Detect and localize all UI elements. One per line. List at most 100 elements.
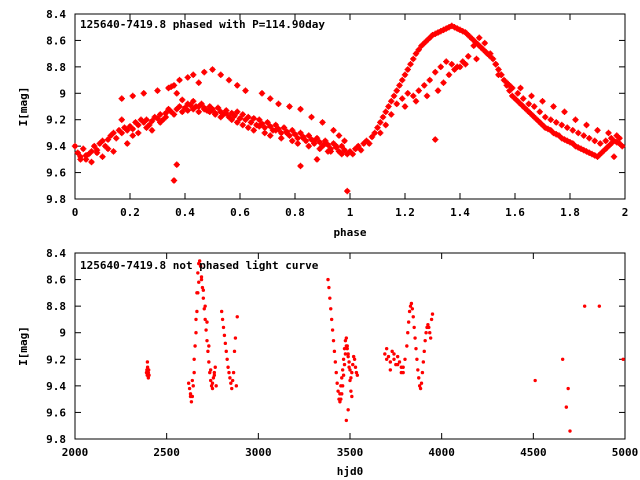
data-point (193, 344, 197, 348)
data-point (289, 127, 296, 134)
data-point (173, 161, 180, 168)
data-point (399, 76, 406, 84)
data-point (239, 121, 246, 129)
data-point (225, 76, 233, 84)
data-point (250, 127, 257, 134)
data-point (74, 149, 81, 156)
data-point (242, 87, 249, 94)
data-point (99, 137, 106, 145)
data-point (330, 127, 337, 134)
data-point (407, 61, 414, 68)
data-point (621, 357, 625, 361)
data-point (207, 360, 211, 364)
data-point (146, 376, 151, 380)
data-point (212, 373, 217, 377)
data-point (206, 108, 213, 115)
y-tick-label: 9.4 (46, 140, 66, 153)
data-point (104, 145, 112, 152)
data-point (561, 108, 568, 115)
data-point (473, 55, 480, 63)
data-point (188, 394, 193, 399)
data-point (280, 124, 288, 131)
data-point (422, 349, 426, 354)
data-point (388, 360, 393, 364)
data-point (327, 285, 331, 290)
data-point (204, 328, 208, 332)
data-point (406, 331, 410, 335)
data-point (564, 405, 569, 409)
data-point (591, 137, 598, 145)
data-point (417, 384, 422, 388)
x-tick-label: 1.4 (450, 206, 470, 219)
data-point (371, 129, 378, 137)
data-point (440, 79, 447, 86)
data-point (328, 296, 332, 300)
data-point (514, 90, 521, 97)
data-point (412, 50, 420, 57)
data-point (333, 142, 340, 150)
x-tick-label: 4500 (520, 446, 547, 459)
data-point (401, 71, 409, 78)
data-point (220, 317, 225, 322)
data-point (351, 362, 355, 367)
x-tick-label: 0.2 (120, 206, 140, 219)
data-point (184, 107, 191, 114)
data-point (568, 429, 572, 433)
data-point (481, 39, 488, 47)
data-point (413, 336, 417, 340)
data-point (219, 309, 224, 314)
data-point (338, 392, 342, 396)
data-point (118, 116, 125, 123)
data-point (197, 280, 201, 284)
data-point (404, 90, 411, 97)
data-point (147, 373, 151, 377)
x-tick-label: 2500 (153, 446, 180, 459)
data-point (384, 346, 389, 351)
data-point (608, 135, 615, 142)
data-point (135, 121, 142, 129)
data-point (217, 71, 224, 78)
data-point (110, 148, 117, 155)
data-point (91, 142, 98, 150)
data-point (190, 71, 197, 78)
data-point (157, 119, 164, 126)
data-point (93, 149, 101, 156)
data-point (401, 103, 409, 110)
x-tick-label: 4000 (428, 446, 455, 459)
data-point (415, 87, 422, 94)
y-tick-label: 9.8 (46, 193, 66, 206)
data-point (594, 127, 601, 134)
data-point (476, 34, 483, 41)
data-point (344, 336, 349, 340)
data-point (379, 113, 387, 121)
data-point (236, 115, 244, 122)
data-point (566, 386, 570, 391)
data-point (344, 418, 349, 423)
data-point (118, 95, 125, 102)
data-point (196, 291, 200, 295)
y-tick-label: 9 (59, 87, 66, 100)
y-tick-label: 8.4 (46, 247, 66, 260)
data-point (368, 133, 376, 141)
data-point (221, 325, 226, 330)
data-point (392, 357, 396, 361)
data-point (212, 370, 217, 375)
data-point (427, 325, 431, 330)
data-point (226, 365, 230, 369)
data-point (525, 100, 532, 108)
data-point (393, 100, 400, 108)
data-point (322, 140, 329, 147)
y-tick-label: 8.8 (46, 300, 66, 313)
data-point (202, 307, 206, 311)
data-point (203, 304, 207, 308)
data-point (335, 381, 339, 385)
data-point (189, 400, 194, 404)
y-tick-label: 9.8 (46, 433, 66, 446)
data-point (415, 46, 422, 53)
x-tick-label: 1.6 (505, 206, 525, 219)
data-point (250, 115, 257, 122)
data-point (110, 129, 117, 137)
data-point (305, 142, 312, 150)
data-point (550, 103, 557, 110)
x-tick-label: 1.2 (395, 206, 415, 219)
